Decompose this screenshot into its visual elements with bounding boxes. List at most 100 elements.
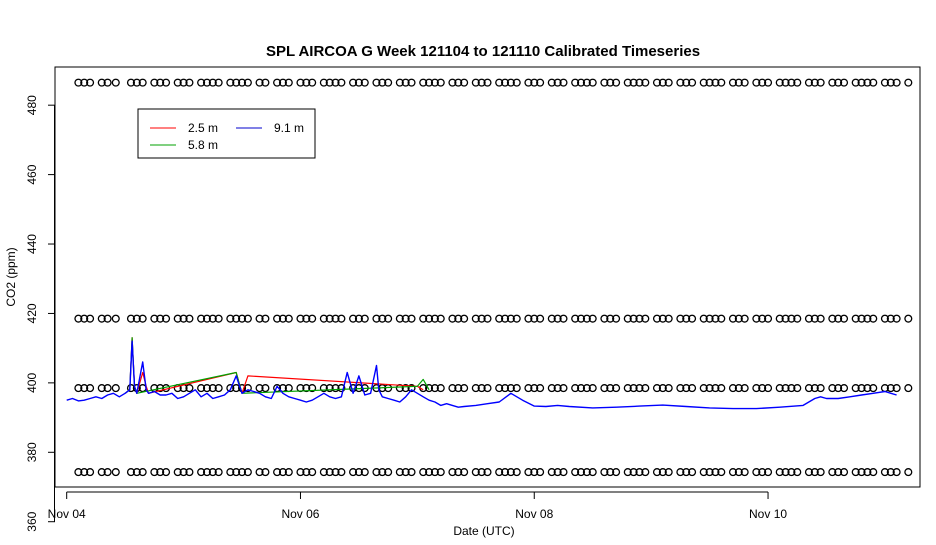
- reference-marker: [261, 384, 270, 393]
- reference-marker: [641, 384, 650, 393]
- reference-marker: [705, 314, 714, 323]
- reference-marker: [354, 314, 363, 323]
- reference-marker: [325, 468, 334, 477]
- reference-marker: [705, 384, 714, 393]
- reference-marker: [237, 314, 247, 323]
- reference-marker: [606, 78, 615, 87]
- reference-marker: [752, 78, 761, 87]
- reference-marker: [793, 468, 802, 477]
- reference-marker: [816, 468, 825, 477]
- reference-marker: [582, 384, 591, 393]
- reference-marker: [512, 468, 521, 477]
- reference-marker: [477, 78, 486, 87]
- reference-marker: [111, 78, 120, 87]
- reference-marker: [892, 314, 901, 323]
- reference-marker: [810, 78, 819, 87]
- reference-marker: [103, 78, 112, 87]
- reference-marker: [337, 314, 346, 323]
- reference-marker: [658, 384, 667, 393]
- reference-marker: [156, 314, 165, 323]
- reference-marker: [80, 314, 89, 323]
- reference-marker: [658, 468, 667, 477]
- reference-marker: [839, 468, 849, 477]
- reference-marker: [179, 468, 188, 477]
- reference-marker: [623, 78, 632, 87]
- reference-marker: [582, 78, 591, 87]
- reference-marker: [360, 468, 369, 477]
- reference-marker: [185, 468, 194, 477]
- reference-marker: [495, 468, 504, 477]
- reference-marker: [460, 78, 469, 87]
- reference-marker: [623, 468, 632, 477]
- reference-marker: [425, 314, 434, 323]
- reference-marker: [886, 384, 895, 393]
- reference-marker: [179, 314, 188, 323]
- reference-marker: [448, 468, 457, 477]
- reference-marker: [308, 314, 317, 323]
- reference-marker: [436, 468, 445, 477]
- reference-marker: [810, 384, 819, 393]
- legend-box: [137, 108, 316, 159]
- reference-marker: [436, 314, 445, 323]
- reference-marker: [208, 468, 217, 477]
- reference-marker: [612, 468, 621, 477]
- reference-markers: [74, 78, 913, 477]
- reference-marker: [495, 78, 504, 87]
- reference-marker: [185, 314, 194, 323]
- reference-marker: [512, 314, 521, 323]
- reference-marker: [810, 314, 819, 323]
- reference-marker: [857, 384, 866, 393]
- reference-marker: [588, 384, 597, 393]
- reference-marker: [302, 314, 311, 323]
- reference-marker: [483, 78, 492, 87]
- reference-marker: [74, 78, 83, 87]
- reference-marker: [454, 78, 463, 87]
- reference-marker: [232, 468, 241, 477]
- y-tick-label: 420: [25, 303, 39, 323]
- reference-marker: [506, 384, 515, 393]
- reference-marker: [319, 468, 328, 477]
- reference-marker: [886, 314, 895, 323]
- reference-marker: [629, 78, 638, 87]
- reference-marker: [904, 78, 913, 87]
- reference-marker: [296, 468, 305, 477]
- reference-marker: [126, 314, 136, 323]
- reference-marker: [407, 314, 416, 323]
- reference-marker: [530, 468, 539, 477]
- reference-marker: [111, 384, 120, 393]
- reference-marker: [337, 468, 346, 477]
- reference-marker: [664, 78, 673, 87]
- reference-marker: [471, 384, 480, 393]
- reference-marker: [869, 78, 878, 87]
- reference-marker: [857, 468, 866, 477]
- reference-marker: [349, 468, 358, 477]
- reference-marker: [302, 468, 311, 477]
- legend: 2.5 m 5.8 m 9.1 m: [137, 108, 316, 159]
- reference-marker: [197, 78, 206, 87]
- x-tick-label: Nov 06: [281, 507, 319, 521]
- reference-marker: [495, 314, 504, 323]
- reference-marker: [652, 468, 662, 477]
- reference-marker: [763, 384, 773, 393]
- reference-marker: [576, 468, 586, 477]
- y-tick-label: 400: [25, 373, 39, 393]
- reference-marker: [360, 314, 369, 323]
- reference-marker: [483, 468, 492, 477]
- reference-marker: [717, 78, 726, 87]
- reference-marker: [74, 314, 83, 323]
- reference-marker: [331, 314, 340, 323]
- reference-marker: [214, 384, 223, 393]
- reference-marker: [676, 314, 685, 323]
- reference-marker: [255, 78, 264, 87]
- reference-marker: [407, 468, 416, 477]
- reference-marker: [208, 384, 217, 393]
- reference-marker: [536, 314, 545, 323]
- reference-marker: [571, 384, 580, 393]
- reference-marker: [676, 468, 685, 477]
- chart-title: SPL AIRCOA G Week 121104 to 121110 Calib…: [266, 43, 700, 60]
- reference-marker: [734, 314, 743, 323]
- reference-marker: [752, 314, 761, 323]
- reference-marker: [781, 468, 790, 477]
- reference-marker: [460, 384, 469, 393]
- reference-marker: [676, 384, 685, 393]
